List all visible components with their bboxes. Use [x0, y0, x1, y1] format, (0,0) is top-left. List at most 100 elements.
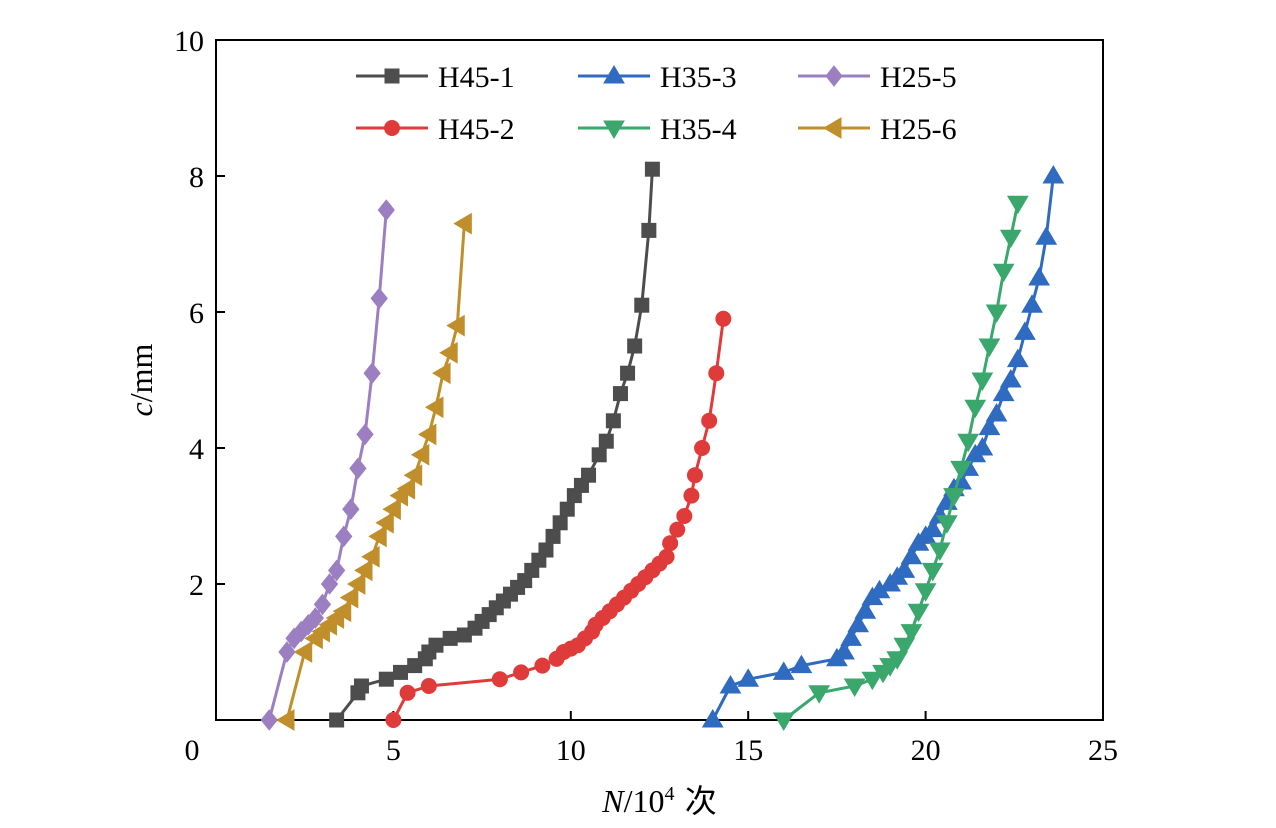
- data-point-h35-4: [943, 488, 965, 507]
- y-tick-label: 8: [189, 161, 204, 194]
- data-point-h25-6: [275, 709, 295, 731]
- data-point-h45-2: [491, 671, 508, 688]
- data-point-h35-3: [1028, 267, 1051, 286]
- data-point-h35-3: [1042, 165, 1065, 184]
- data-point-h45-2: [513, 664, 530, 681]
- data-point-h35-3: [847, 613, 870, 633]
- data-point-h35-4: [900, 624, 923, 643]
- data-point-h25-5: [342, 498, 360, 521]
- series-h45-1: [329, 161, 660, 728]
- data-point-h25-6: [346, 573, 366, 595]
- y-tick-label: 4: [189, 433, 204, 466]
- x-axis-label-unit: 次: [675, 782, 717, 820]
- data-point-h35-3: [893, 559, 916, 578]
- series-h25-5: [260, 199, 395, 731]
- data-point-h25-5: [306, 607, 324, 629]
- data-point-h25-6: [410, 443, 430, 466]
- x-axis-label-exponent: 4: [665, 783, 675, 805]
- y-axis-label-unit: /mm: [123, 343, 159, 402]
- plot-area: [215, 39, 1104, 721]
- data-point-h35-4: [985, 304, 1008, 323]
- x-tick-label: 25: [1088, 734, 1118, 767]
- data-point-h25-6: [439, 341, 458, 364]
- data-point-h45-1: [559, 501, 575, 517]
- series-line-h35-3: [711, 175, 1055, 721]
- data-point-h45-2: [686, 467, 703, 484]
- data-point-h35-4: [914, 583, 937, 602]
- data-point-h35-4: [950, 460, 972, 480]
- data-point-h45-1: [598, 433, 614, 449]
- x-tick-label: 20: [911, 734, 941, 767]
- data-point-h45-2: [708, 365, 725, 382]
- data-point-h35-4: [808, 685, 831, 704]
- legend-swatch-marker: [384, 68, 400, 84]
- data-point-h25-5: [313, 593, 332, 616]
- data-point-h45-1: [392, 664, 408, 680]
- data-point-h35-4: [907, 603, 930, 623]
- data-point-h45-2: [420, 678, 437, 694]
- data-point-h45-1: [620, 365, 636, 381]
- data-point-h35-3: [978, 416, 1001, 436]
- legend-swatch-marker: [823, 117, 842, 139]
- data-point-h25-5: [320, 573, 339, 595]
- data-point-h25-5: [356, 423, 374, 446]
- data-point-h25-5: [377, 199, 395, 221]
- data-point-h45-1: [627, 338, 643, 354]
- data-point-h45-2: [662, 535, 679, 552]
- data-point-h35-3: [772, 661, 795, 680]
- data-point-h35-3: [790, 654, 813, 674]
- y-tick-label: 10: [174, 25, 204, 58]
- data-point-h25-5: [260, 709, 278, 731]
- data-point-h45-2: [715, 310, 732, 327]
- data-point-h35-3: [985, 403, 1008, 422]
- data-point-h45-2: [701, 412, 718, 429]
- data-point-h35-4: [964, 399, 987, 419]
- data-point-h35-4: [957, 433, 980, 453]
- data-point-h35-3: [1014, 321, 1036, 340]
- legend-label-h25-5: H25-5: [880, 61, 957, 94]
- series-h35-3: [701, 165, 1065, 728]
- data-point-h25-6: [293, 641, 313, 663]
- data-point-h45-1: [378, 671, 394, 687]
- data-point-h35-4: [772, 712, 795, 731]
- y-tick-label: 2: [189, 569, 204, 602]
- data-point-h35-4: [893, 637, 916, 657]
- data-point-h25-6: [375, 511, 394, 534]
- x-tick-label: 5: [386, 734, 401, 767]
- legend-item-h35-3: H35-3: [578, 61, 737, 94]
- series-layer: [260, 161, 1065, 731]
- data-point-h45-1: [545, 528, 561, 544]
- data-point-h35-3: [737, 668, 760, 687]
- data-point-h25-6: [361, 545, 380, 568]
- data-point-h35-4: [999, 229, 1022, 249]
- data-point-h35-3: [1006, 348, 1029, 368]
- data-point-h45-1: [644, 161, 660, 177]
- data-point-h35-4: [928, 542, 951, 561]
- origin-tick-label: 0: [185, 734, 200, 767]
- data-point-h25-5: [278, 641, 296, 663]
- data-point-h35-3: [971, 437, 994, 456]
- legend-swatch-marker: [603, 120, 625, 139]
- data-point-h35-3: [1021, 294, 1043, 313]
- data-point-h45-1: [591, 447, 607, 463]
- data-point-h45-1: [581, 467, 597, 483]
- data-point-h35-3: [921, 518, 944, 538]
- data-point-h25-5: [349, 457, 367, 480]
- data-point-h35-4: [936, 515, 958, 534]
- data-point-h45-2: [399, 684, 416, 701]
- data-point-h45-1: [552, 515, 568, 531]
- legend-item-h35-4: H35-4: [578, 113, 737, 146]
- data-point-h25-6: [382, 498, 401, 521]
- data-point-h45-1: [538, 542, 554, 558]
- data-point-h45-2: [694, 440, 711, 456]
- data-point-h45-2: [658, 548, 675, 565]
- data-point-h45-1: [353, 678, 369, 694]
- data-point-h35-3: [719, 675, 742, 694]
- legend-label-h35-3: H35-3: [660, 61, 737, 94]
- data-point-h35-4: [886, 651, 909, 670]
- data-point-h25-6: [446, 314, 465, 337]
- data-point-h35-4: [861, 671, 884, 691]
- x-axis-label: N/104 次: [601, 782, 716, 820]
- data-point-h35-3: [840, 627, 862, 646]
